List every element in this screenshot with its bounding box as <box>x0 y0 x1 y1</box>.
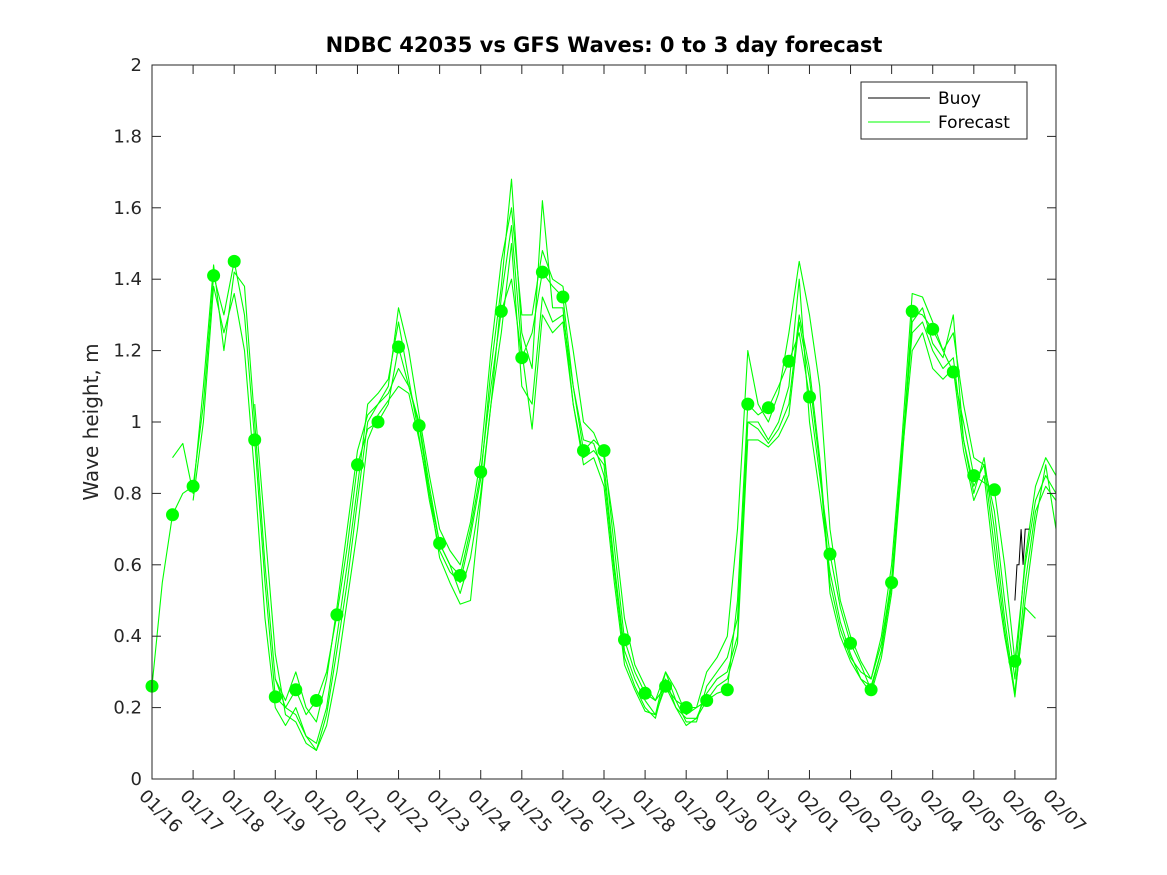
forecast-marker <box>1008 654 1022 668</box>
forecast-marker <box>885 576 899 590</box>
plot-area <box>152 65 1056 779</box>
y-tick-label: 0.6 <box>113 555 142 576</box>
forecast-marker <box>494 304 508 318</box>
forecast-marker <box>844 636 857 650</box>
y-tick-label: 1.6 <box>113 198 142 219</box>
forecast-marker <box>248 433 262 447</box>
y-tick-label: 0.2 <box>113 698 142 719</box>
y-tick-label: 0.8 <box>113 483 142 504</box>
forecast-line-3 <box>192 178 1057 744</box>
legend-buoy-label: Buoy <box>938 89 981 109</box>
forecast-marker <box>720 683 734 697</box>
forecast-marker <box>207 269 221 283</box>
legend-forecast-label: Forecast <box>938 113 1010 133</box>
forecast-marker <box>309 694 323 707</box>
forecast-marker <box>268 690 282 704</box>
forecast-marker <box>166 508 179 522</box>
forecast-marker <box>905 304 919 318</box>
y-tick-label: 0.4 <box>113 626 142 647</box>
forecast-line-2 <box>172 207 1057 723</box>
forecast-marker <box>474 465 488 479</box>
forecast-marker <box>577 444 590 458</box>
y-axis-label: Wave height, m <box>79 343 103 500</box>
forecast-marker <box>412 419 426 433</box>
chart-title: NDBC 42035 vs GFS Waves: 0 to 3 day fore… <box>326 33 883 57</box>
forecast-marker <box>926 322 940 336</box>
y-tick-label: 1.8 <box>113 126 142 147</box>
forecast-marker <box>597 444 611 458</box>
forecast-marker <box>453 569 467 582</box>
forecast-marker <box>618 633 631 647</box>
legend-box <box>860 81 1028 140</box>
forecast-marker <box>535 265 549 279</box>
forecast-marker <box>515 351 529 365</box>
legend: Buoy Forecast <box>860 81 1028 140</box>
forecast-marker <box>371 415 385 429</box>
forecast-marker <box>433 536 447 550</box>
forecast-marker <box>679 701 693 715</box>
y-tick-label: 1.4 <box>113 269 142 290</box>
forecast-line-4 <box>254 242 1057 751</box>
forecast-marker <box>227 254 241 268</box>
forecast-marker <box>782 354 796 368</box>
forecast-marker <box>823 547 837 561</box>
forecast-marker <box>946 365 960 379</box>
y-tick-label: 2 <box>131 55 142 76</box>
forecast-marker <box>392 340 405 354</box>
forecast-line-5 <box>274 225 1036 751</box>
forecast-marker <box>330 608 344 622</box>
forecast-marker <box>556 290 570 304</box>
buoy-line <box>1014 528 1030 601</box>
y-tick-label: 1 <box>131 412 142 433</box>
marker-group <box>145 254 1022 715</box>
forecast-series-group <box>151 178 1057 751</box>
forecast-marker <box>761 401 775 415</box>
buoy-series-group <box>1014 528 1030 601</box>
forecast-marker <box>186 479 200 493</box>
forecast-marker <box>700 694 714 707</box>
forecast-marker <box>638 686 652 700</box>
forecast-marker <box>803 390 816 404</box>
forecast-marker <box>987 483 1001 497</box>
y-tick-label: 1.2 <box>113 341 142 362</box>
forecast-marker <box>351 458 364 472</box>
forecast-marker <box>659 679 673 693</box>
forecast-marker <box>864 683 878 697</box>
forecast-marker <box>741 397 755 411</box>
y-tick-label: 0 <box>131 769 142 790</box>
forecast-marker <box>289 683 303 697</box>
forecast-marker <box>967 469 981 483</box>
